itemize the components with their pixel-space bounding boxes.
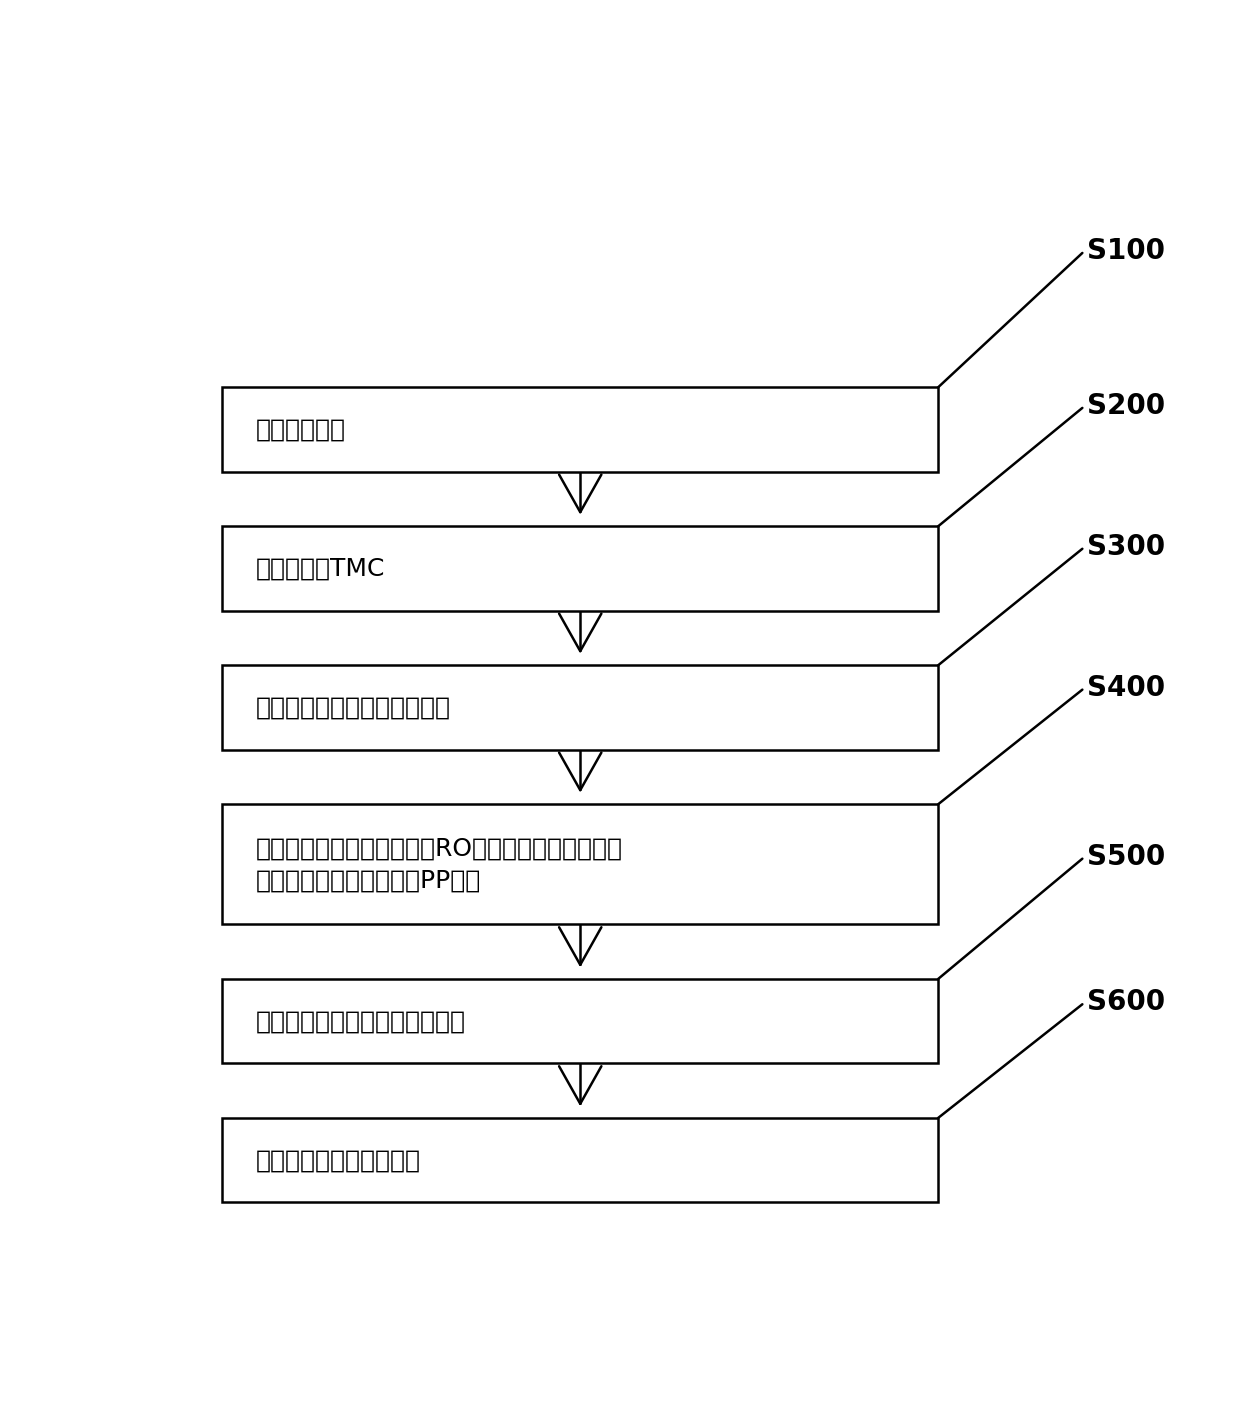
Text: 棉纤维预处理: 棉纤维预处理 [255, 418, 346, 441]
Text: S500: S500 [1087, 843, 1166, 870]
Text: S200: S200 [1087, 392, 1166, 420]
Text: 制备超支化胺改性棉纤维滤布: 制备超支化胺改性棉纤维滤布 [255, 695, 451, 719]
Text: S600: S600 [1087, 989, 1166, 1016]
Text: 最后用热熔胶粘上滤芯盖: 最后用热熔胶粘上滤芯盖 [255, 1149, 420, 1172]
Text: S100: S100 [1087, 237, 1166, 265]
Bar [222, 1117, 939, 1203]
Bar [222, 527, 939, 611]
Text: S400: S400 [1087, 674, 1166, 702]
Text: 棉纤维接枝TMC: 棉纤维接枝TMC [255, 557, 386, 581]
Bar [222, 979, 939, 1063]
Text: 在滤芯棒外侧壁上依次旋上RO膜层，超支化胺改性棉
纤维滤布层，活性炭层，PP棉层: 在滤芯棒外侧壁上依次旋上RO膜层，超支化胺改性棉 纤维滤布层，活性炭层，PP棉层 [255, 836, 622, 892]
Bar [222, 805, 939, 925]
Text: 在最外侧套上一层网套壳体加固: 在最外侧套上一层网套壳体加固 [255, 1009, 466, 1033]
Text: S300: S300 [1087, 532, 1166, 561]
Bar [222, 665, 939, 749]
Bar [222, 387, 939, 472]
